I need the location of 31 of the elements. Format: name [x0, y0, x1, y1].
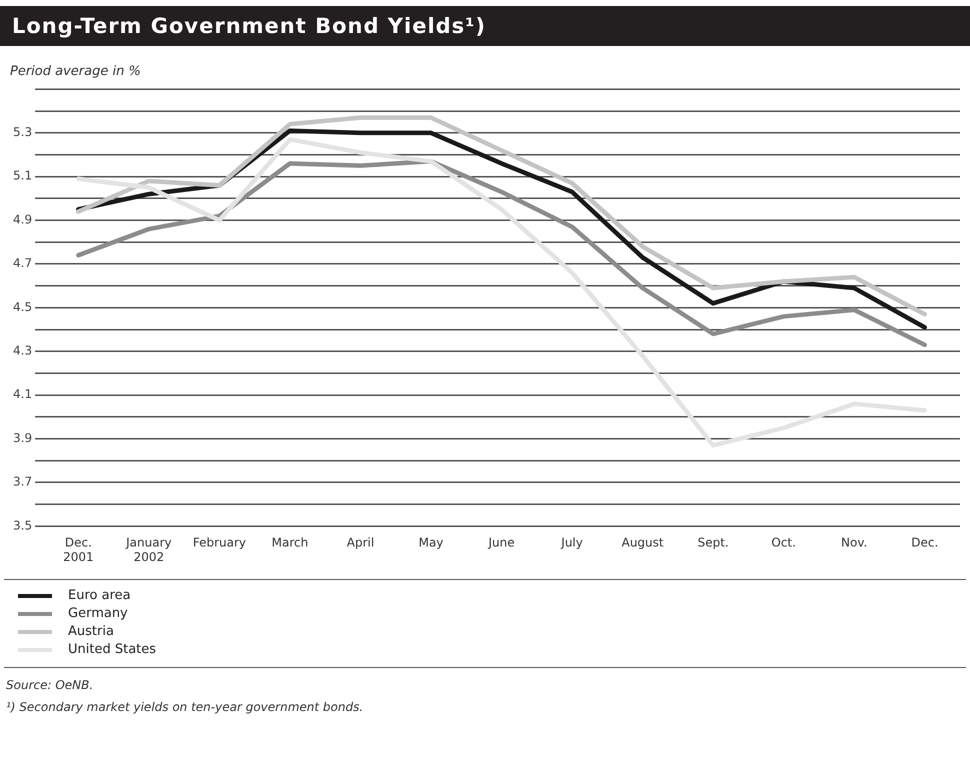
y-tick-label: 4.5	[12, 300, 32, 314]
y-tick-label: 4.9	[12, 212, 32, 226]
x-tick-label: June	[487, 536, 515, 550]
x-tick-label: May	[418, 536, 444, 550]
x-tick-label: January 2002	[125, 536, 172, 564]
y-tick-label: 4.3	[12, 344, 32, 358]
x-tick-label: Oct.	[771, 536, 796, 550]
y-tick-label: 4.1	[12, 387, 32, 402]
chart-title: Long-Term Government Bond Yields¹)	[0, 6, 970, 46]
y-tick-label: 3.9	[12, 430, 32, 445]
y-tick-label: 3.7	[12, 474, 32, 489]
x-tick-label: Dec. 2001	[63, 536, 94, 564]
y-tick-label: 5.1	[12, 168, 32, 183]
legend-label: Austria	[68, 624, 114, 639]
legend-label: Euro area	[68, 588, 131, 603]
x-tick-label: July	[560, 536, 583, 550]
x-tick-label: Sept.	[698, 536, 729, 550]
x-tick-label: April	[346, 536, 374, 550]
source-note: Source: OeNB.	[6, 677, 94, 694]
x-tick-label: August	[622, 536, 664, 550]
x-tick-label: Dec.	[911, 536, 938, 550]
legend-label: United States	[68, 642, 156, 657]
x-tick-label: February	[192, 536, 246, 550]
text: ¹) Secondary market yields on ten-year government bonds.	[6, 699, 364, 716]
legend-label: Germany	[68, 606, 128, 621]
y-axis-title: Period average in %	[10, 64, 142, 79]
x-tick-label: Nov.	[841, 536, 868, 550]
y-tick-label: 4.7	[12, 256, 32, 270]
y-tick-label: 5.3	[12, 125, 32, 140]
x-tick-label: March	[272, 536, 308, 550]
y-tick-label: 3.5	[12, 518, 32, 532]
